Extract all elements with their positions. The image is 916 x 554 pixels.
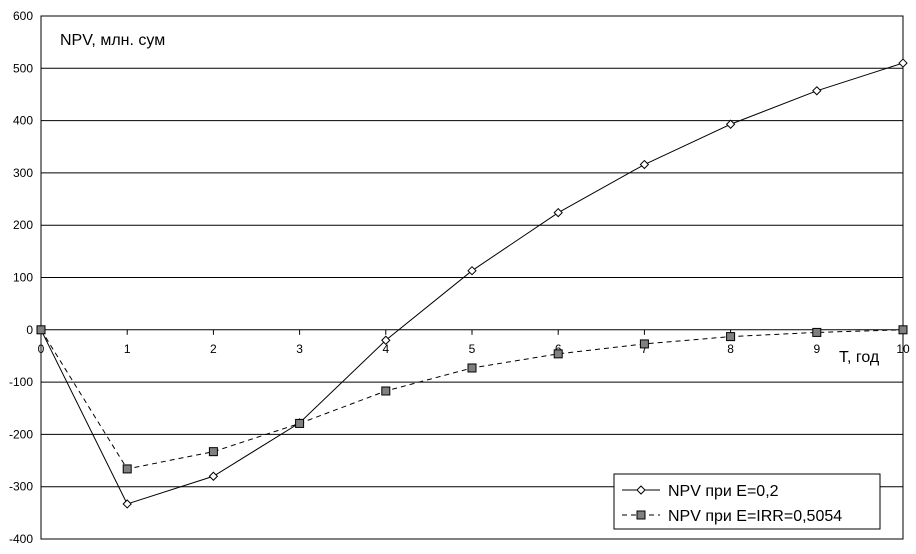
series-1-point bbox=[553, 207, 563, 218]
series-1-point bbox=[208, 471, 219, 481]
x-tick-label: 6 bbox=[555, 342, 562, 356]
y-tick-label: 500 bbox=[13, 61, 33, 75]
legend: NPV при E=0,2 NPV при E=IRR=0,5054 bbox=[613, 473, 881, 530]
series-2-point bbox=[467, 363, 477, 373]
series-1-point bbox=[812, 86, 822, 96]
x-tick-label: 1 bbox=[124, 342, 131, 356]
x-tick-label: 8 bbox=[727, 342, 734, 356]
legend-label-series-1: NPV при E=0,2 bbox=[668, 483, 779, 500]
series-1-point bbox=[467, 265, 477, 276]
y-tick-label: 400 bbox=[13, 114, 33, 128]
series-1-point bbox=[122, 499, 132, 509]
x-tick-label: 5 bbox=[469, 342, 476, 356]
x-tick-label: 9 bbox=[813, 342, 820, 356]
legend-box bbox=[613, 473, 881, 530]
series-1-point bbox=[639, 159, 650, 170]
series-1-point bbox=[381, 335, 391, 345]
x-tick-label: 0 bbox=[38, 342, 45, 356]
series-1-point bbox=[898, 58, 908, 68]
x-tick-label: 10 bbox=[896, 342, 910, 356]
series-2-point bbox=[639, 339, 649, 349]
y-tick-label: -100 bbox=[9, 375, 33, 389]
series-2-point bbox=[208, 447, 218, 457]
y-tick-label: -300 bbox=[9, 480, 33, 494]
series-markers bbox=[36, 58, 908, 509]
x-tick-label: 4 bbox=[382, 342, 389, 356]
series-2-point bbox=[122, 464, 132, 474]
y-tick-label: 0 bbox=[26, 323, 33, 337]
legend-marker-series-1 bbox=[636, 485, 646, 495]
x-tick-label: 2 bbox=[210, 342, 217, 356]
y-tick-label: 300 bbox=[13, 166, 33, 180]
series-2-point bbox=[812, 327, 822, 337]
y-tick-label: 200 bbox=[13, 218, 33, 232]
y-tick-label: 600 bbox=[13, 9, 33, 23]
legend-marker-series-2 bbox=[636, 510, 646, 520]
series-2-point bbox=[553, 349, 563, 359]
y-axis-tick-labels: -400 -300 -200 -100 0 100 200 300 400 500 600 bbox=[9, 9, 33, 546]
x-tick-label: 7 bbox=[641, 342, 648, 356]
x-axis-tick-labels: 0 1 2 3 4 5 6 7 8 9 10 bbox=[38, 342, 910, 356]
x-axis-title: T, год bbox=[839, 349, 880, 366]
y-tick-label: 100 bbox=[13, 271, 33, 285]
y-tick-label: -400 bbox=[9, 532, 33, 546]
legend-label-series-2: NPV при E=IRR=0,5054 bbox=[668, 508, 842, 525]
series-2-point bbox=[898, 325, 908, 335]
series-2-point bbox=[381, 386, 391, 396]
series-1-point bbox=[725, 119, 736, 129]
series-2-point bbox=[36, 325, 46, 335]
series-2-point bbox=[726, 332, 736, 342]
y-tick-label: -200 bbox=[9, 427, 33, 441]
x-tick-label: 3 bbox=[296, 342, 303, 356]
y-axis-title: NPV, млн. сум bbox=[60, 32, 165, 49]
series-2-point bbox=[295, 418, 305, 428]
